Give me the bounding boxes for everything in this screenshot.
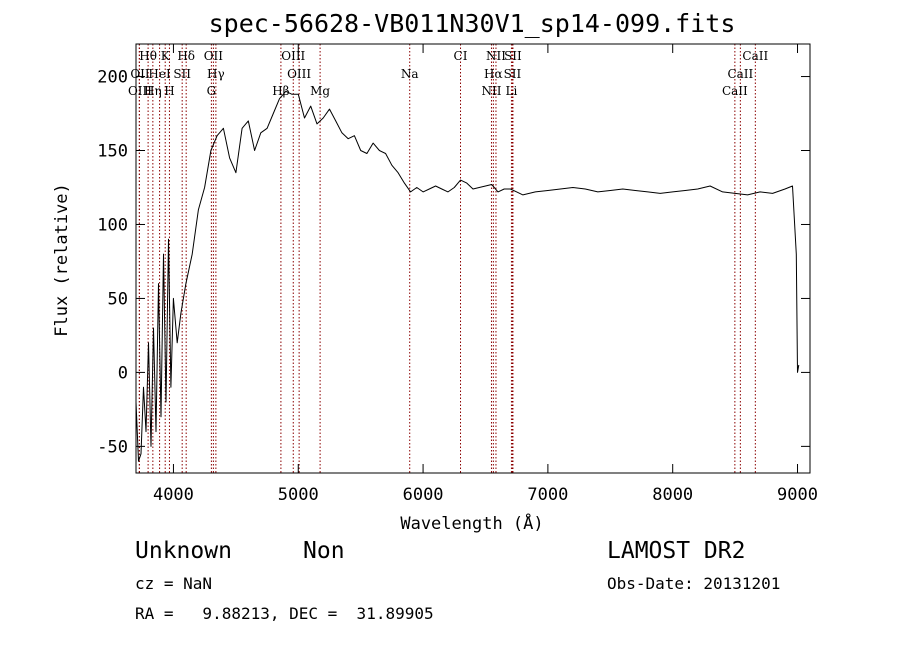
line-label: Hβ (272, 84, 289, 98)
y-tick-label: 200 (97, 68, 128, 88)
line-label: OII (130, 67, 150, 81)
x-tick-label: 6000 (403, 485, 444, 505)
redshift-cz: cz = NaN (135, 574, 213, 593)
line-label: Hγ (207, 67, 225, 81)
line-label: SII (504, 49, 522, 63)
x-tick-label: 9000 (777, 485, 818, 505)
y-tick-label: 50 (108, 289, 128, 309)
line-label: OIII (287, 67, 311, 81)
line-markers (138, 44, 756, 473)
spectrum-line (135, 90, 800, 462)
line-label: Hα (484, 67, 503, 81)
x-tick-label: 7000 (527, 485, 568, 505)
y-tick-label: 0 (118, 363, 128, 383)
x-tick-label: 4000 (153, 485, 194, 505)
line-label: G (207, 84, 217, 98)
chart-title: spec-56628-VB011N30V1_sp14-099.fits (209, 9, 736, 38)
spectrum-series (135, 90, 800, 462)
line-label: Hδ (177, 49, 195, 63)
object-subclass: Non (303, 538, 345, 564)
line-label: CaII (722, 84, 748, 98)
plot-frame (135, 43, 811, 474)
line-label: HeI (148, 67, 171, 81)
line-label: OIII (128, 84, 152, 98)
line-label: Li (506, 84, 518, 98)
line-label: NII (486, 49, 506, 63)
y-tick-label: -50 (97, 437, 128, 457)
y-tick-label: 150 (97, 142, 128, 162)
line-label: SII (173, 67, 191, 81)
line-label: CaII (727, 67, 753, 81)
survey-name: LAMOST DR2 (607, 538, 746, 564)
line-label: CI (454, 49, 468, 63)
object-class: Unknown (135, 538, 232, 564)
line-label: Hθ (139, 49, 157, 63)
x-axis-label: Wavelength (Å) (400, 512, 543, 534)
x-tick-label: 5000 (278, 485, 319, 505)
line-label: OIII (281, 49, 305, 63)
line-label: H (164, 84, 174, 98)
x-tick-label: 8000 (652, 485, 693, 505)
line-label: Mg (310, 84, 330, 98)
axis-ticks: 4000 5000 6000 7000 8000 9000 -50 0 50 100 150 200 (97, 44, 818, 505)
observation-date: Obs-Date: 20131201 (607, 574, 781, 593)
ra-dec: RA = 9.88213, DEC = 31.89905 (135, 604, 434, 623)
line-label: Hη (144, 84, 162, 98)
line-label: Na (401, 67, 419, 81)
line-label: K (161, 49, 171, 63)
line-label: SII (504, 67, 522, 81)
y-tick-label: 100 (97, 215, 128, 235)
line-label: NII (481, 84, 501, 98)
y-axis-label: Flux (relative) (52, 183, 72, 337)
line-label: CaII (742, 49, 768, 63)
line-label: OII (204, 49, 224, 63)
